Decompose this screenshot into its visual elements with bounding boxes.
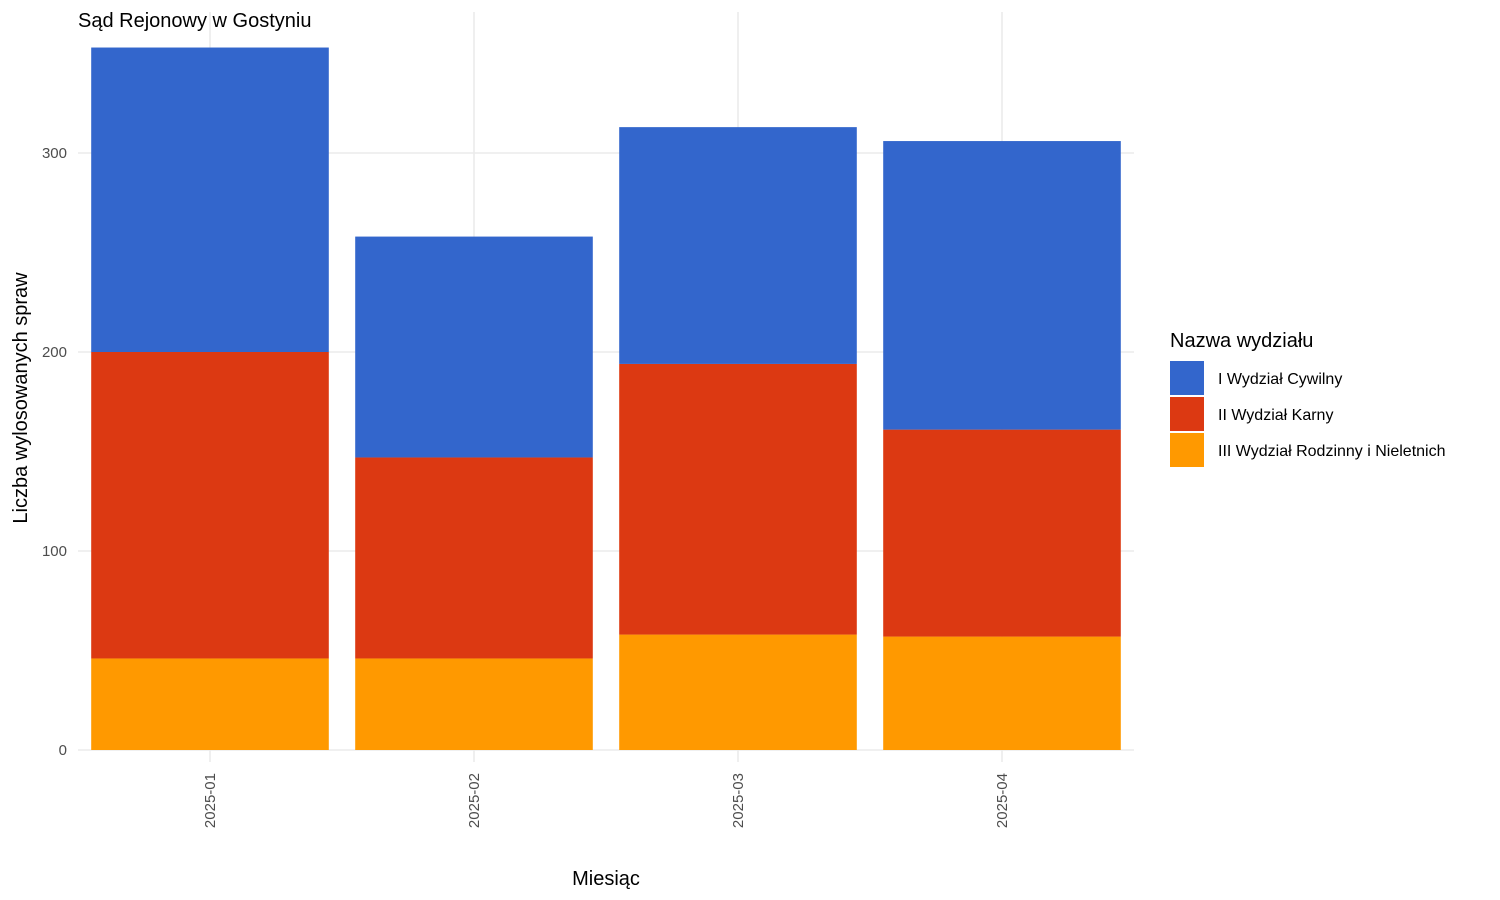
bar-segment [883, 636, 1121, 750]
legend-swatch [1170, 433, 1204, 467]
x-tick-label: 2025-02 [466, 773, 483, 828]
x-axis-title: Miesiąc [572, 868, 640, 890]
bar-segment [619, 127, 857, 364]
legend-swatch [1170, 361, 1204, 395]
bar-segment [355, 457, 593, 659]
legend-label: I Wydział Cywilny [1218, 371, 1342, 388]
bar-segment [91, 658, 329, 750]
bar-segment [883, 141, 1121, 430]
x-tick-label: 2025-04 [994, 773, 1011, 828]
chart-title: Sąd Rejonowy w Gostyniu [78, 10, 311, 32]
y-tick-label: 100 [42, 543, 67, 560]
legend-label: III Wydział Rodzinny i Nieletnich [1218, 443, 1446, 460]
bar-segment [619, 634, 857, 750]
bars [91, 47, 1121, 750]
y-axis-title: Liczba wylosowanych spraw [10, 272, 32, 524]
y-axis-ticks: 0 100 200 300 [42, 145, 67, 759]
bar-segment [355, 658, 593, 750]
legend-label: II Wydział Karny [1218, 407, 1333, 424]
bar-segment [91, 352, 329, 659]
legend-title: Nazwa wydziału [1170, 330, 1313, 352]
bar-segment [355, 236, 593, 458]
y-tick-label: 200 [42, 344, 67, 361]
y-tick-label: 0 [59, 742, 67, 759]
legend-swatch [1170, 397, 1204, 431]
bar-segment [883, 429, 1121, 637]
bar-segment [91, 47, 329, 352]
y-tick-label: 300 [42, 145, 67, 162]
bar-segment [619, 363, 857, 635]
x-axis-ticks: 2025-01 2025-02 2025-03 2025-04 [202, 773, 1011, 828]
x-tick-label: 2025-01 [202, 773, 219, 828]
legend: Nazwa wydziału I Wydział Cywilny II Wydzi… [1170, 330, 1446, 467]
x-tick-label: 2025-03 [730, 773, 747, 828]
